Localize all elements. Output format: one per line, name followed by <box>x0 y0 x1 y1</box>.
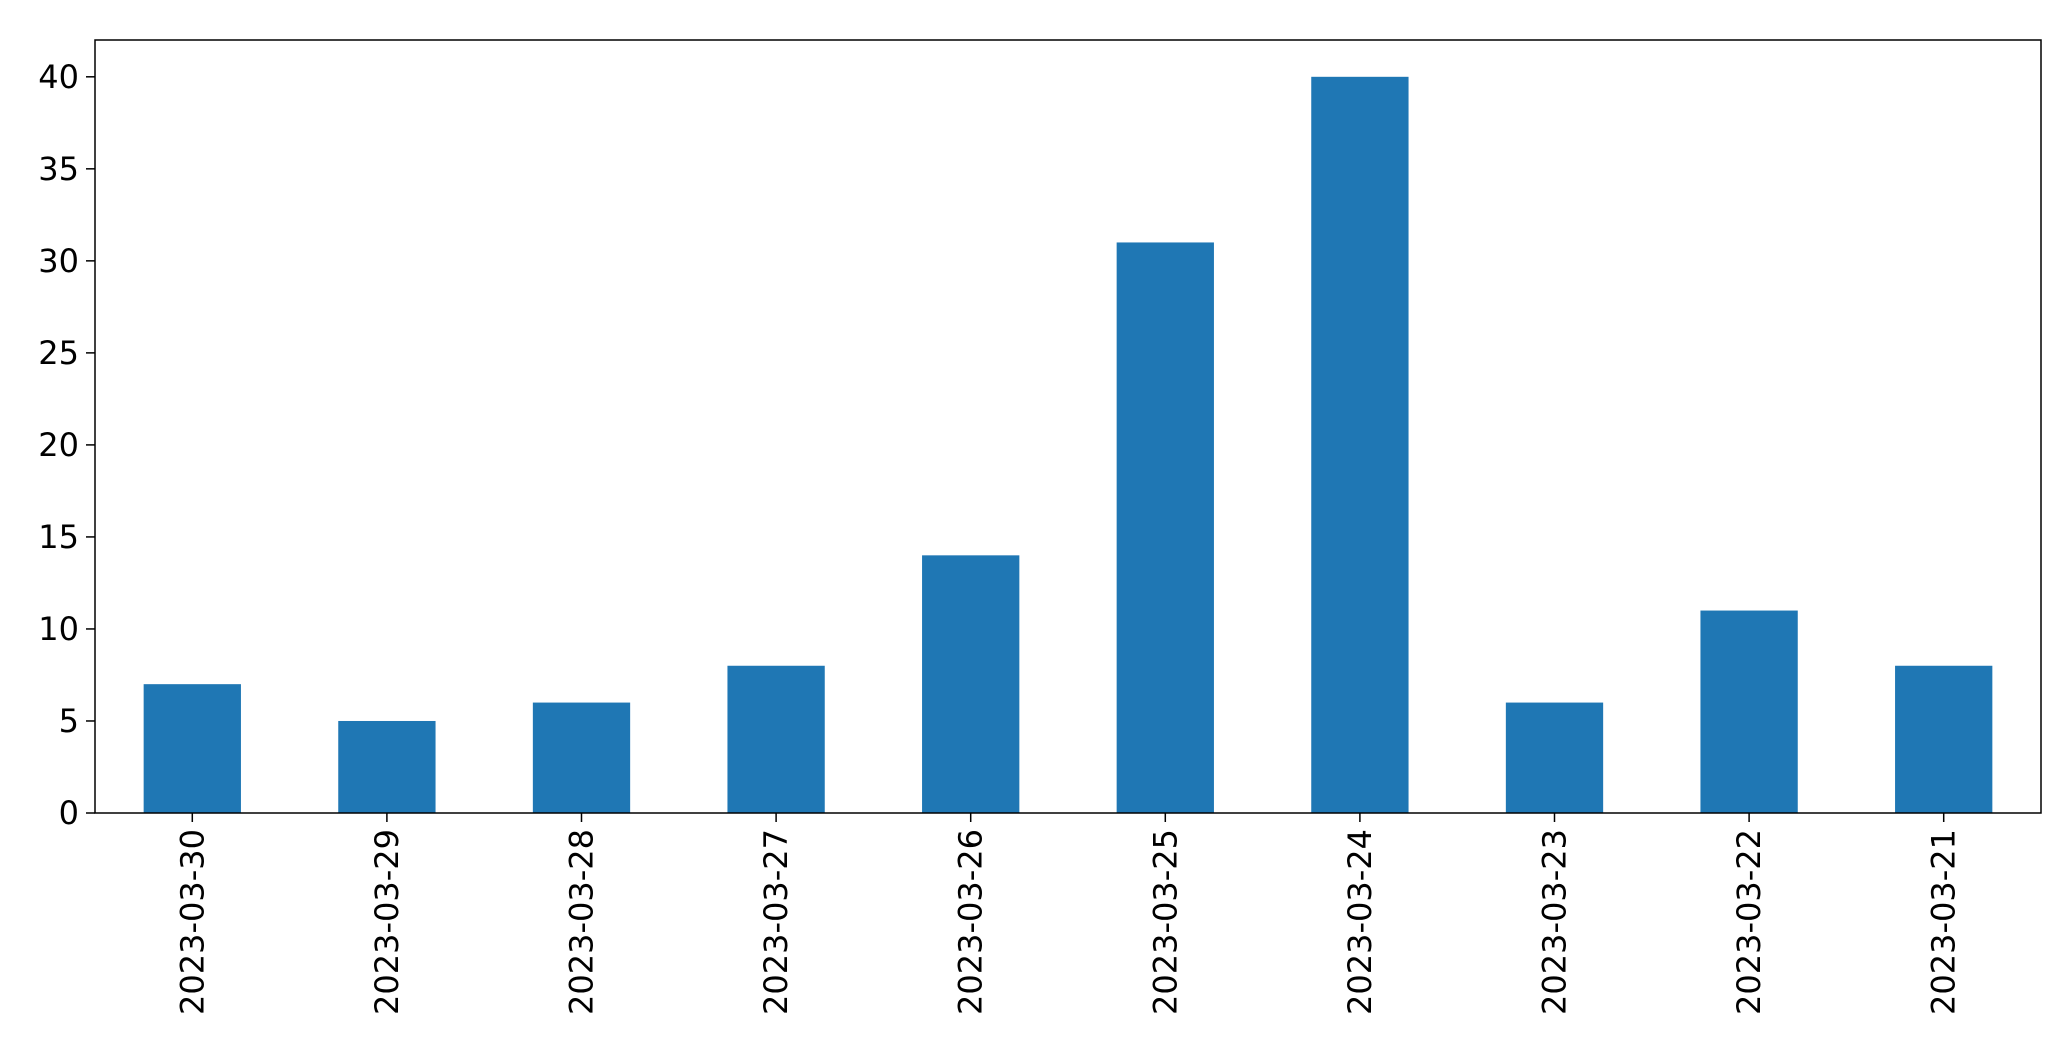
y-tick-label: 25 <box>38 334 79 372</box>
y-tick-label: 15 <box>38 518 79 556</box>
bar-2023-03-30 <box>143 684 241 813</box>
bar-2023-03-22 <box>1700 610 1798 813</box>
bar-2023-03-25 <box>1116 242 1214 813</box>
x-tick-label: 2023-03-28 <box>563 829 601 1015</box>
x-tick-label: 2023-03-23 <box>1536 829 1574 1015</box>
bars-group <box>143 76 1993 814</box>
x-tick-label: 2023-03-29 <box>368 829 406 1015</box>
y-tick-label: 5 <box>59 702 79 740</box>
x-tick-label: 2023-03-22 <box>1730 829 1768 1015</box>
y-axis: 0 5 10 15 20 25 30 35 40 <box>38 58 95 832</box>
x-tick-label: 2023-03-27 <box>757 829 795 1015</box>
bar-2023-03-26 <box>922 555 1020 813</box>
bar-2023-03-28 <box>532 702 631 813</box>
plot-frame <box>94 39 2042 814</box>
y-tick-label: 10 <box>38 610 79 648</box>
x-tick-label: 2023-03-30 <box>173 829 211 1015</box>
x-tick-label: 2023-03-25 <box>1146 829 1184 1015</box>
x-tick-label: 2023-03-21 <box>1925 829 1963 1015</box>
x-axis: 2023-03-30 2023-03-29 2023-03-28 2023-03-27… <box>173 813 1963 1015</box>
y-tick-label: 35 <box>38 150 79 188</box>
bar-2023-03-29 <box>338 720 436 813</box>
y-tick-label: 30 <box>38 242 79 280</box>
bar-2023-03-27 <box>727 665 825 813</box>
y-tick-label: 0 <box>59 794 79 832</box>
x-tick-label: 2023-03-24 <box>1341 829 1379 1015</box>
bar-2023-03-24 <box>1311 76 1409 814</box>
x-tick-label: 2023-03-26 <box>952 829 990 1015</box>
bar-2023-03-21 <box>1895 665 1993 813</box>
y-tick-label: 40 <box>38 58 79 96</box>
bar-2023-03-23 <box>1505 702 1604 813</box>
y-tick-label: 20 <box>38 426 79 464</box>
